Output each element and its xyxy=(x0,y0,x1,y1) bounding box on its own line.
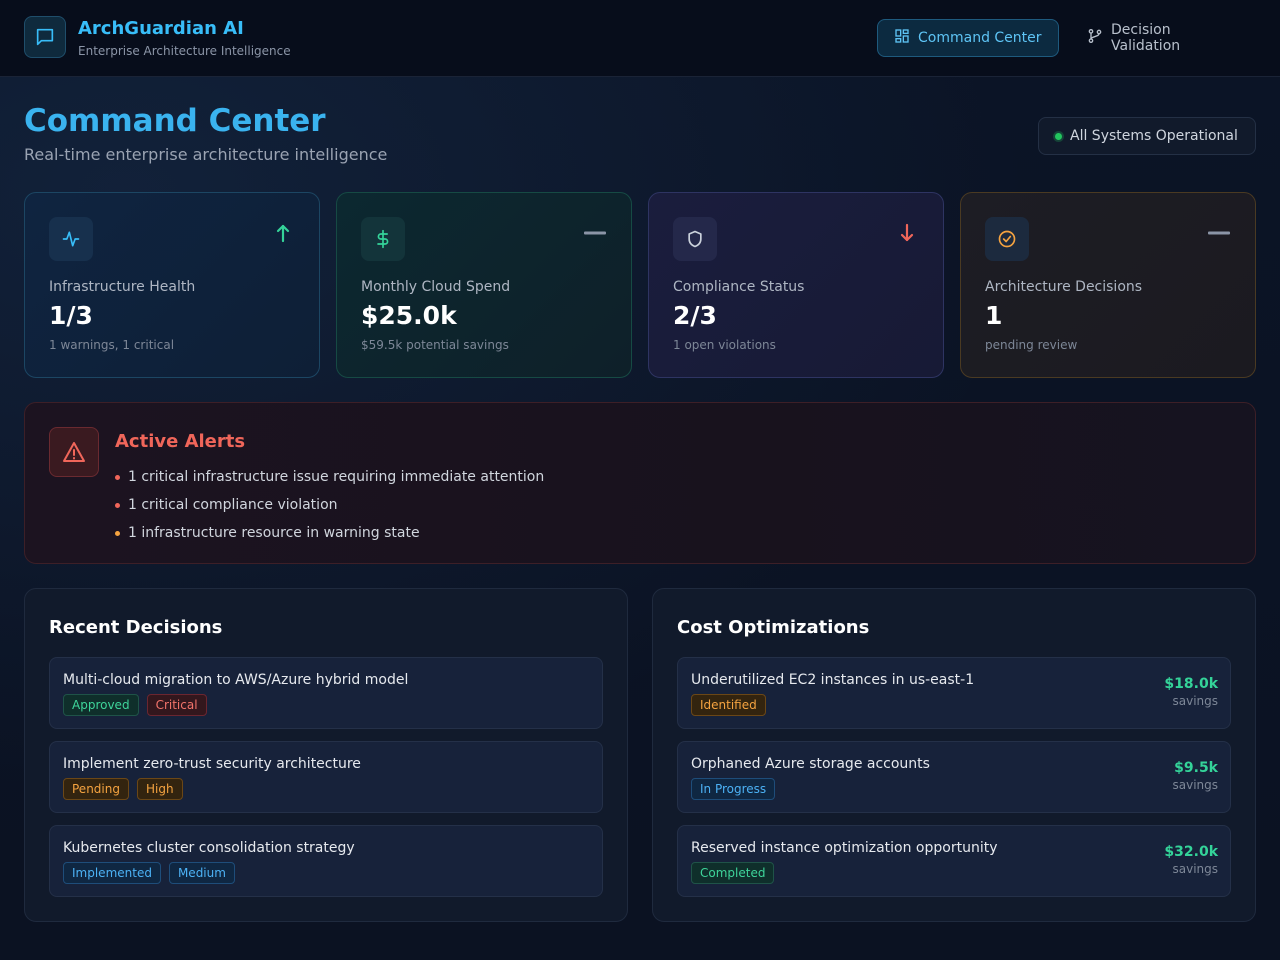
stat-label: Architecture Decisions xyxy=(985,279,1143,295)
savings-block: $32.0k savings xyxy=(1164,844,1218,876)
status-badge: Completed xyxy=(691,862,775,884)
alerts-title: Active Alerts xyxy=(115,431,246,452)
savings-block: $9.5k savings xyxy=(1172,760,1218,792)
stat-label: Infrastructure Health xyxy=(49,279,196,295)
savings-amount: $18.0k xyxy=(1164,676,1218,692)
savings-block: $18.0k savings xyxy=(1164,676,1218,708)
alert-list: 1 critical infrastructure issue requirin… xyxy=(115,463,544,547)
savings-label: savings xyxy=(1172,694,1218,708)
trend-up-icon xyxy=(271,221,295,245)
optimization-title: Reserved instance optimization opportuni… xyxy=(691,840,998,856)
app-title: ArchGuardian AI xyxy=(78,18,244,39)
check-circle-icon xyxy=(985,217,1029,261)
alert-text: 1 infrastructure resource in warning sta… xyxy=(128,525,420,541)
stat-value: 2/3 xyxy=(673,301,717,330)
activity-icon xyxy=(49,217,93,261)
savings-label: savings xyxy=(1172,862,1218,876)
alert-item: 1 critical infrastructure issue requirin… xyxy=(115,463,544,491)
stat-label: Compliance Status xyxy=(673,279,805,295)
decision-row[interactable]: Multi-cloud migration to AWS/Azure hybri… xyxy=(49,657,603,729)
status-badge: Approved xyxy=(63,694,139,716)
nav-label: Decision Validation xyxy=(1111,22,1181,54)
status-badge: In Progress xyxy=(691,778,776,800)
nav-label: Command Center xyxy=(918,30,1042,46)
stat-value: $25.0k xyxy=(361,301,457,330)
optimization-row[interactable]: Reserved instance optimization opportuni… xyxy=(677,825,1231,897)
trend-flat-icon xyxy=(583,221,607,245)
top-bar: ArchGuardian AI Enterprise Architecture … xyxy=(0,0,1280,77)
bullet-icon xyxy=(115,502,120,508)
panel-title: Cost Optimizations xyxy=(677,617,870,638)
status-badge: Identified xyxy=(691,694,766,716)
optimization-title: Orphaned Azure storage accounts xyxy=(691,756,930,772)
savings-label: savings xyxy=(1172,778,1218,792)
stat-card-monthly-cloud-spend: Monthly Cloud Spend $25.0k $59.5k potent… xyxy=(336,192,632,378)
decision-title: Implement zero-trust security architectu… xyxy=(63,756,361,772)
optimization-row[interactable]: Orphaned Azure storage accounts In Progr… xyxy=(677,741,1231,813)
nav-decision-validation[interactable]: Decision Validation xyxy=(1070,19,1254,57)
dollar-icon xyxy=(361,217,405,261)
app-subtitle: Enterprise Architecture Intelligence xyxy=(78,44,291,58)
status-text: All Systems Operational xyxy=(1070,128,1238,144)
stat-note: $59.5k potential savings xyxy=(361,338,509,352)
stat-value: 1 xyxy=(985,301,1003,330)
grid-icon xyxy=(894,28,910,48)
trend-down-icon xyxy=(895,221,919,245)
git-branch-icon xyxy=(1087,28,1103,48)
alert-item: 1 infrastructure resource in warning sta… xyxy=(115,519,544,547)
stat-card-architecture-decisions: Architecture Decisions 1 pending review xyxy=(960,192,1256,378)
nav-command-center[interactable]: Command Center xyxy=(877,19,1059,57)
system-status-badge: All Systems Operational xyxy=(1038,117,1256,155)
chat-icon xyxy=(24,16,66,58)
stat-label: Monthly Cloud Spend xyxy=(361,279,511,295)
stat-note: pending review xyxy=(985,338,1078,352)
stat-value: 1/3 xyxy=(49,301,93,330)
trend-flat-icon xyxy=(1207,221,1231,245)
stat-card-infrastructure-health: Infrastructure Health 1/3 1 warnings, 1 … xyxy=(24,192,320,378)
active-alerts-panel: Active Alerts 1 critical infrastructure … xyxy=(24,402,1256,564)
page-title: Command Center xyxy=(24,103,326,139)
stat-card-compliance-status: Compliance Status 2/3 1 open violations xyxy=(648,192,944,378)
page-subtitle: Real-time enterprise architecture intell… xyxy=(24,145,388,164)
decision-row[interactable]: Implement zero-trust security architectu… xyxy=(49,741,603,813)
status-badge: Pending xyxy=(63,778,129,800)
decision-title: Multi-cloud migration to AWS/Azure hybri… xyxy=(63,672,409,688)
stat-note: 1 warnings, 1 critical xyxy=(49,338,175,352)
optimization-title: Underutilized EC2 instances in us-east-1 xyxy=(691,672,975,688)
stat-note: 1 open violations xyxy=(673,338,776,352)
priority-badge: High xyxy=(136,778,183,800)
alert-text: 1 critical compliance violation xyxy=(128,497,338,513)
bullet-icon xyxy=(115,530,120,536)
shield-icon xyxy=(673,217,717,261)
savings-amount: $32.0k xyxy=(1164,844,1218,860)
decision-row[interactable]: Kubernetes cluster consolidation strateg… xyxy=(49,825,603,897)
alert-item: 1 critical compliance violation xyxy=(115,491,544,519)
panel-title: Recent Decisions xyxy=(49,617,223,638)
savings-amount: $9.5k xyxy=(1174,760,1218,776)
priority-badge: Medium xyxy=(168,862,235,884)
priority-badge: Critical xyxy=(146,694,207,716)
alert-text: 1 critical infrastructure issue requirin… xyxy=(128,469,545,485)
optimization-row[interactable]: Underutilized EC2 instances in us-east-1… xyxy=(677,657,1231,729)
cost-optimizations-panel: Cost Optimizations Underutilized EC2 ins… xyxy=(652,588,1256,922)
decision-title: Kubernetes cluster consolidation strateg… xyxy=(63,840,355,856)
bullet-icon xyxy=(115,474,120,480)
status-badge: Implemented xyxy=(63,862,161,884)
warning-triangle-icon xyxy=(49,427,99,477)
status-dot-icon xyxy=(1055,132,1062,140)
recent-decisions-panel: Recent Decisions Multi-cloud migration t… xyxy=(24,588,628,922)
